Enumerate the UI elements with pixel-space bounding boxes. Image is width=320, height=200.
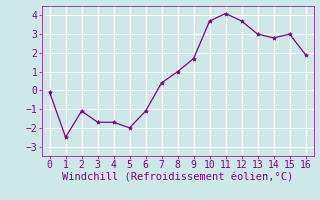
X-axis label: Windchill (Refroidissement éolien,°C): Windchill (Refroidissement éolien,°C) (62, 173, 293, 183)
